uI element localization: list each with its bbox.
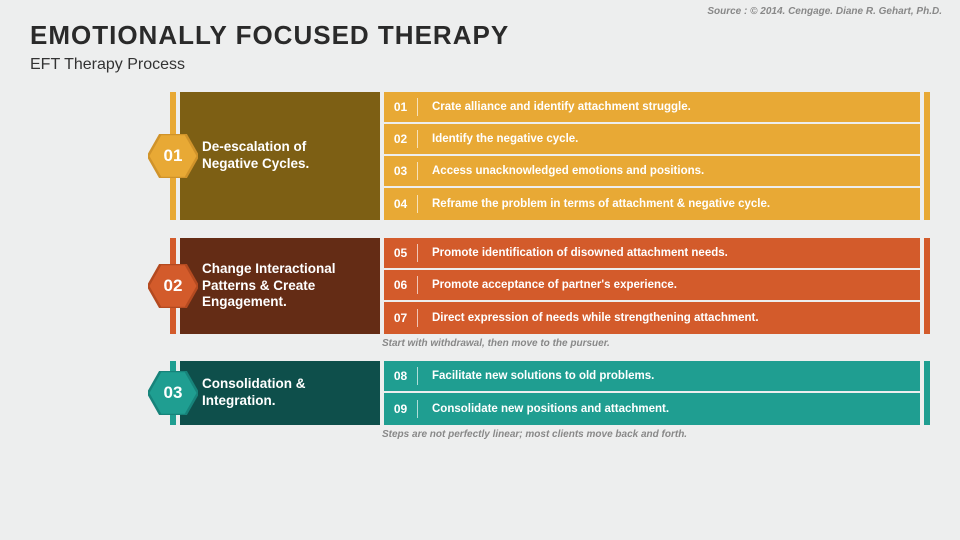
stage-label: De-escalation of Negative Cycles.	[202, 139, 366, 173]
page-title: EMOTIONALLY FOCUSED THERAPY	[30, 20, 509, 51]
step-text: Reframe the problem in terms of attachme…	[418, 198, 920, 210]
stage-right-bar	[924, 238, 930, 334]
step-row: 01Crate alliance and identify attachment…	[384, 92, 920, 124]
step-row: 02Identify the negative cycle.	[384, 124, 920, 156]
step-number: 06	[384, 276, 418, 294]
stage-right-bar	[924, 361, 930, 425]
step-row: 03Access unacknowledged emotions and pos…	[384, 156, 920, 188]
step-number: 02	[384, 130, 418, 148]
stage-hexagon-icon: 01	[148, 134, 198, 178]
stage: Change Interactional Patterns & Create E…	[170, 238, 930, 334]
steps-column: 01Crate alliance and identify attachment…	[384, 92, 920, 220]
stage: Consolidation & Integration. 0308Facilit…	[170, 361, 930, 425]
step-number: 09	[384, 400, 418, 418]
step-number: 07	[384, 309, 418, 327]
step-text: Consolidate new positions and attachment…	[418, 403, 920, 415]
step-text: Direct expression of needs while strengt…	[418, 312, 920, 324]
stage: De-escalation of Negative Cycles. 0101Cr…	[170, 92, 930, 220]
step-text: Promote identification of disowned attac…	[418, 247, 920, 259]
stage-label-box: Consolidation & Integration. 03	[180, 361, 380, 425]
step-row: 08Facilitate new solutions to old proble…	[384, 361, 920, 393]
step-number: 01	[384, 98, 418, 116]
source-text: Source : © 2014. Cengage. Diane R. Gehar…	[707, 6, 942, 17]
page-subtitle: EFT Therapy Process	[30, 56, 185, 74]
step-row: 04Reframe the problem in terms of attach…	[384, 188, 920, 220]
steps-column: 05Promote identification of disowned att…	[384, 238, 920, 334]
step-row: 05Promote identification of disowned att…	[384, 238, 920, 270]
stages-container: De-escalation of Negative Cycles. 0101Cr…	[170, 92, 930, 452]
stage-label-box: De-escalation of Negative Cycles. 01	[180, 92, 380, 220]
stage-hexagon-icon: 03	[148, 371, 198, 415]
step-row: 07Direct expression of needs while stren…	[384, 302, 920, 334]
stage-number: 02	[164, 275, 183, 296]
stage-right-bar	[924, 92, 930, 220]
step-row: 06Promote acceptance of partner's experi…	[384, 270, 920, 302]
steps-column: 08Facilitate new solutions to old proble…	[384, 361, 920, 425]
stage-label: Consolidation & Integration.	[202, 376, 366, 410]
step-row: 09Consolidate new positions and attachme…	[384, 393, 920, 425]
step-text: Facilitate new solutions to old problems…	[418, 370, 920, 382]
step-text: Access unacknowledged emotions and posit…	[418, 165, 920, 177]
step-text: Crate alliance and identify attachment s…	[418, 101, 920, 113]
step-number: 03	[384, 162, 418, 180]
stage-hexagon-icon: 02	[148, 264, 198, 308]
step-number: 08	[384, 367, 418, 385]
stage-number: 01	[164, 145, 183, 166]
stage-note: Steps are not perfectly linear; most cli…	[382, 429, 930, 440]
stage-number: 03	[164, 382, 183, 403]
stage-label: Change Interactional Patterns & Create E…	[202, 261, 366, 312]
stage-note: Start with withdrawal, then move to the …	[382, 338, 930, 349]
step-number: 05	[384, 244, 418, 262]
step-text: Promote acceptance of partner's experien…	[418, 279, 920, 291]
step-text: Identify the negative cycle.	[418, 133, 920, 145]
stage-label-box: Change Interactional Patterns & Create E…	[180, 238, 380, 334]
step-number: 04	[384, 195, 418, 213]
